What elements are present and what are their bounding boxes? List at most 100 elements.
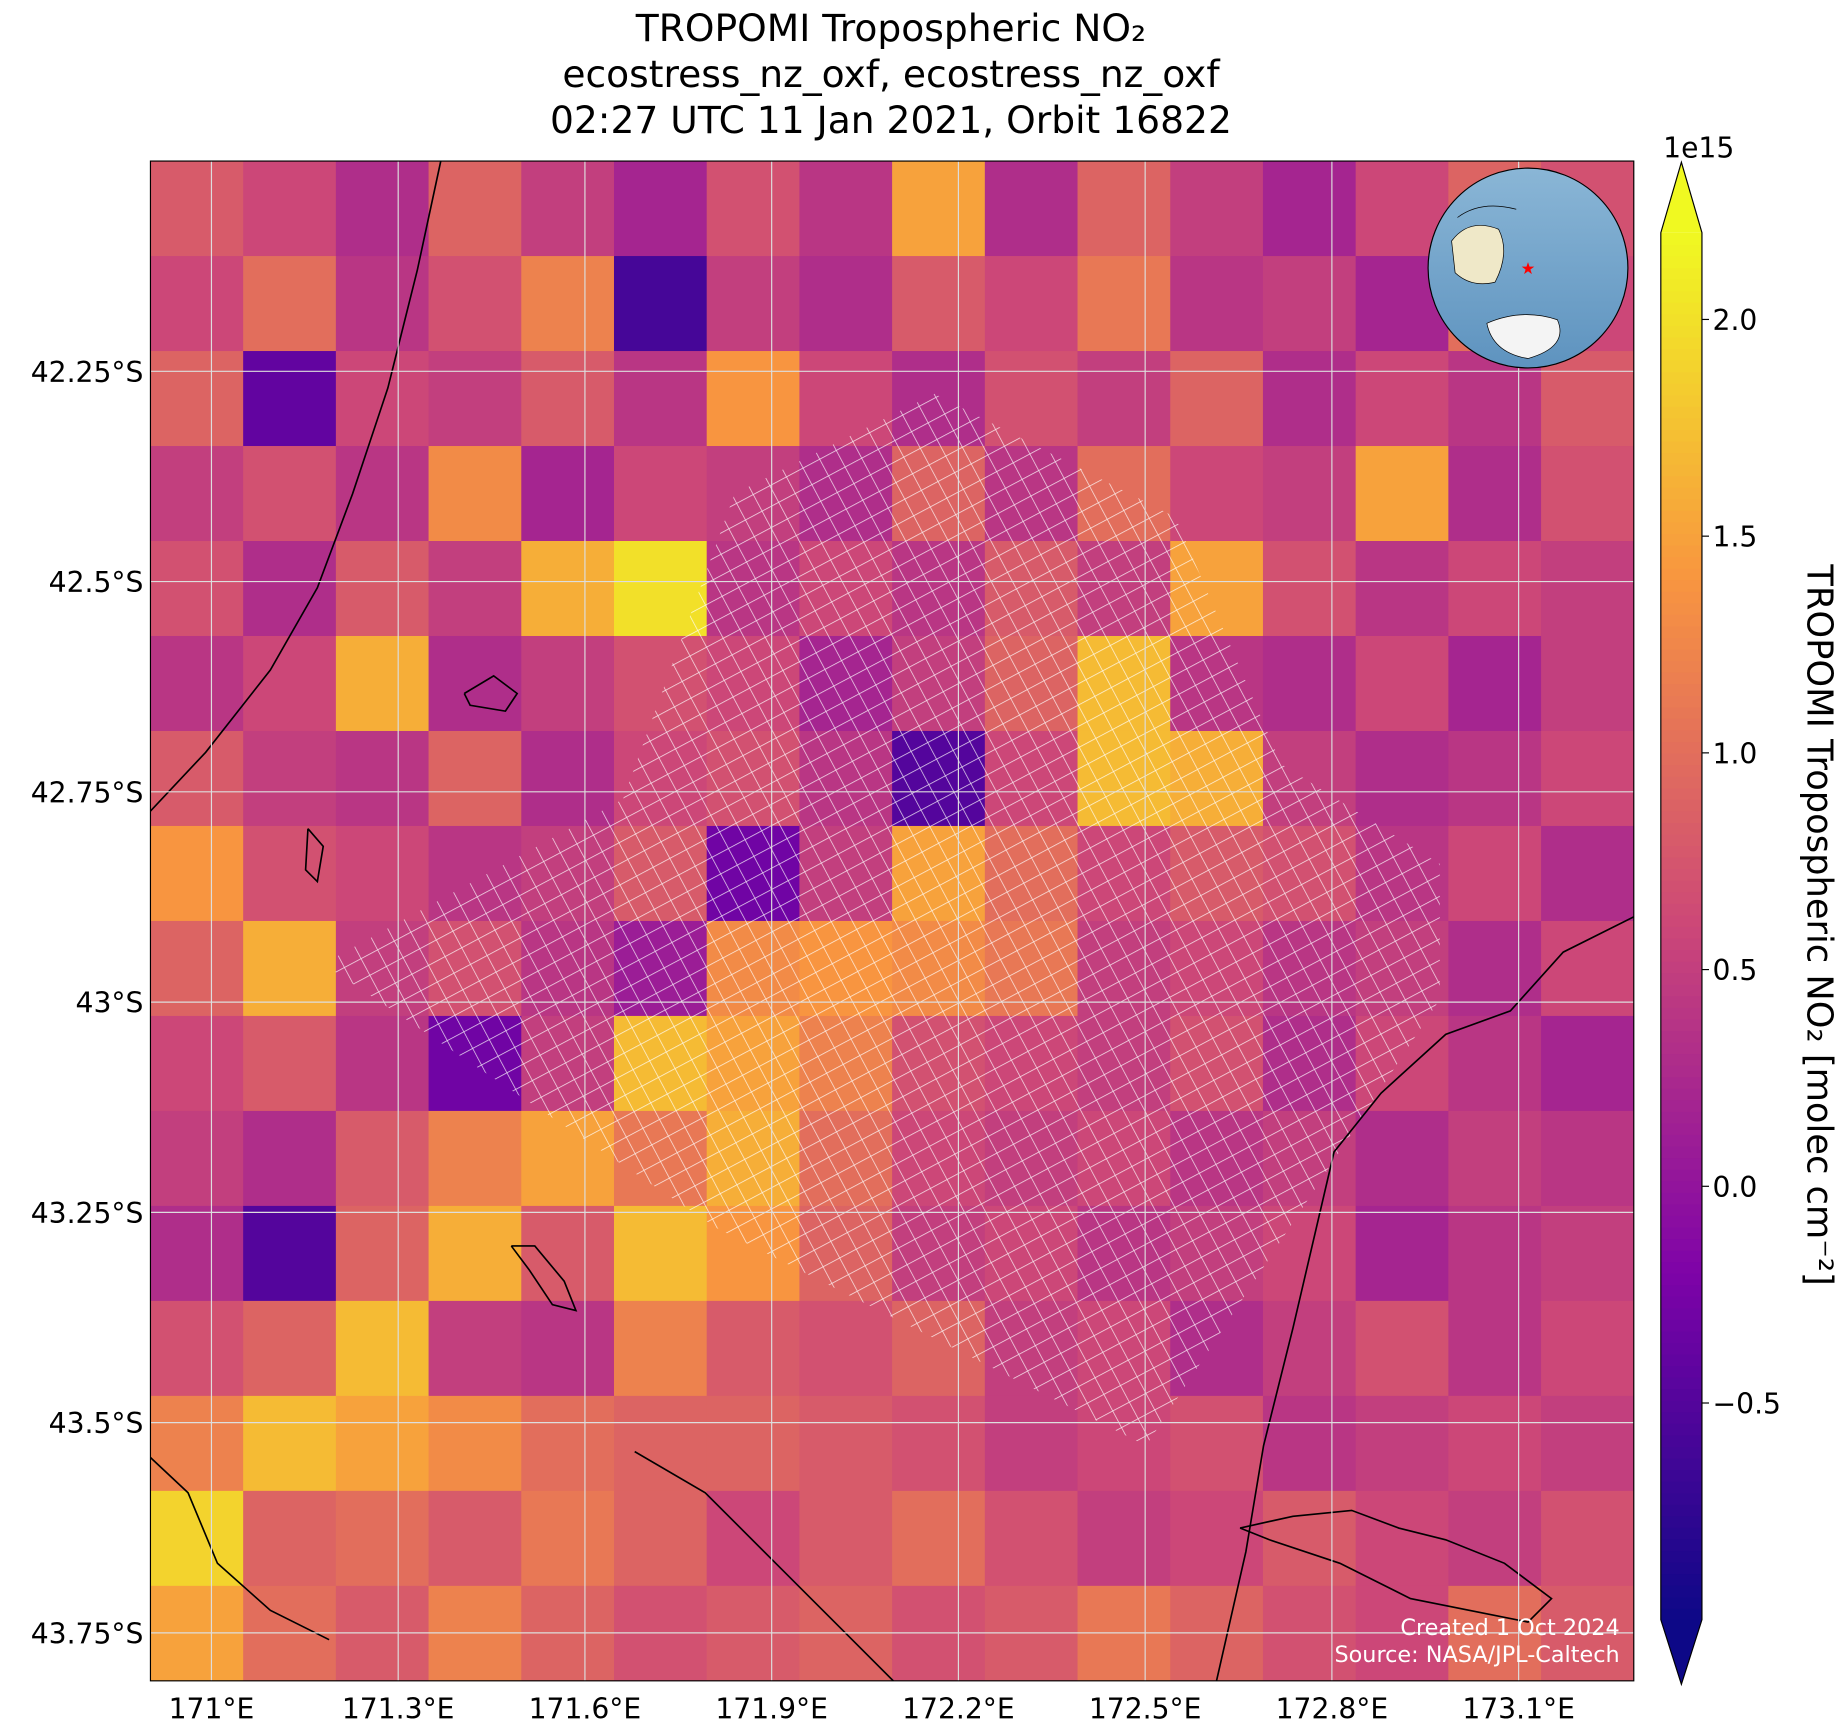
colorbar-segment [1660,1284,1702,1297]
heatmap-cell [335,1015,430,1112]
coastlines [150,161,1634,1681]
coastline [1239,1509,1553,1623]
colorbar-segment [1660,1550,1702,1563]
heatmap-cell [1541,1490,1634,1587]
heatmap-cell [1262,161,1357,257]
colorbar-segment [1660,1457,1702,1471]
heatmap-cell [243,1395,337,1492]
heatmap-cell [1448,635,1542,732]
colorbar-segment [1660,1053,1702,1066]
colorbar-segment [1660,1596,1702,1609]
colorbar-extend [1660,1619,1702,1685]
colorbar-segment [1660,255,1702,269]
heatmap-cell [1448,1205,1542,1302]
title: TROPOMI Tropospheric NO₂ [635,6,1146,50]
heatmap-cell [613,1395,708,1492]
colorbar-segment [1660,1527,1702,1540]
globe-inset: ★ [1427,167,1629,369]
colorbar-segment [1660,683,1702,696]
heatmap-cell [1262,256,1357,352]
heatmap-cell [1077,1585,1171,1681]
plot-frame [149,160,1635,1682]
heatmap-cell [335,1395,430,1492]
heatmap-cell [521,1300,615,1397]
heatmap-cell [1541,351,1634,447]
colorbar-segment [1660,1423,1702,1436]
colorbar-segment [1660,1064,1702,1078]
colorbar-segment [1660,1319,1702,1332]
colorbar-segment [1660,591,1702,604]
heatmap-cell [243,1110,337,1207]
heatmap-cell [1262,1490,1357,1587]
colorbar-segment [1660,1561,1702,1575]
coastline [1215,916,1634,1681]
heatmap-cell [1355,541,1449,637]
colorbar-segment [1660,383,1702,396]
globe [1427,167,1629,369]
y-tick-label: 42.75°S [31,776,144,809]
heatmap-cell [892,161,986,257]
colorbar-segment [1660,637,1702,650]
colorbar-segment [1660,1515,1702,1528]
heatmap-cell [243,161,337,257]
heatmap-cell [428,541,522,637]
colorbar-segment [1660,290,1702,303]
subtitle: ecostress_nz_oxf, ecostress_nz_oxf [562,52,1220,96]
colorbar-segment [1660,1307,1702,1320]
colorbar-segment [1660,1353,1702,1367]
colorbar-segment [1660,995,1702,1008]
heatmap-cell [243,1205,337,1302]
heatmap-cell [335,1300,430,1397]
heatmap-cell [243,541,337,637]
heatmap-cell [1541,1395,1634,1492]
heatmap-cell [150,730,244,827]
colorbar-segment [1660,1238,1702,1251]
heatmap-cell [1170,256,1264,352]
heatmap-cell [428,1395,522,1492]
colorbar-segment [1660,487,1702,500]
heatmap-cell [1355,1205,1449,1302]
heatmap-cell [1541,1205,1634,1302]
colorbar-segment [1660,1134,1702,1147]
heatmap-cell [1448,920,1542,1017]
colorbar-segment [1660,799,1702,812]
colorbar-segment [1660,602,1702,615]
heatmap-cell [892,1490,986,1587]
colorbar-segment [1660,1469,1702,1482]
colorbar-segment [1660,1041,1702,1055]
footer: Created 1 Oct 2024 [1400,1615,1619,1641]
colorbar-segment [1660,1168,1702,1182]
colorbar-segment [1660,533,1702,546]
heatmap-cell [1170,446,1264,542]
colorbar-tick-label: −0.5 [1713,1388,1781,1421]
colorbar-segment [1660,880,1702,893]
heatmap-cell [1448,730,1542,827]
colorbar-segment [1660,764,1702,777]
heatmap-cell [613,1585,708,1681]
heatmap-cell [1448,1490,1542,1587]
colorbar-segment [1660,1122,1702,1135]
heatmap-cell [428,446,522,542]
coastline [304,828,325,884]
colorbar-segment [1660,1365,1702,1378]
coastline [634,1450,894,1681]
colorbar-segment [1660,614,1702,627]
heatmap-cell [1170,1585,1264,1681]
heatmap-cell [150,1395,244,1492]
colorbar-segment [1660,960,1702,974]
colorbar-segment [1660,1400,1702,1413]
heatmap-cell [243,825,337,922]
heatmap-cell [613,161,708,257]
colorbar-tick-label: 0.5 [1713,954,1758,987]
heatmap-cell [613,1205,708,1302]
colorbar-segment [1660,1573,1702,1586]
colorbar-segment [1660,833,1702,847]
heatmap-cell [521,1205,615,1302]
heatmap-cell [521,730,615,827]
heatmap-cell [1077,1490,1171,1587]
colorbar-segment [1660,521,1702,534]
heatmap-cell [799,161,893,257]
heatmap-cell [1262,635,1357,732]
colorbar-segment [1660,1492,1702,1505]
heatmap-cell [521,256,615,352]
